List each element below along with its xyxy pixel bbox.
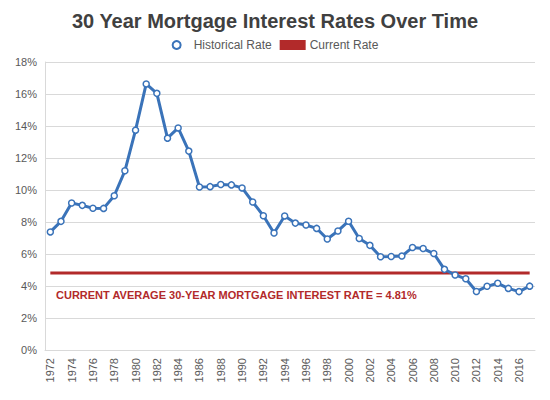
svg-text:2004: 2004 [385,358,397,382]
svg-text:1994: 1994 [279,358,291,382]
svg-text:Current Rate: Current Rate [310,38,379,52]
svg-text:2014: 2014 [492,358,504,382]
svg-text:10%: 10% [15,184,37,196]
svg-text:12%: 12% [15,152,37,164]
svg-text:1988: 1988 [215,358,227,382]
svg-text:Historical Rate: Historical Rate [194,38,272,52]
svg-text:2008: 2008 [428,358,440,382]
svg-text:18%: 18% [15,56,37,68]
svg-text:1982: 1982 [151,358,163,382]
svg-text:1990: 1990 [236,358,248,382]
svg-text:4%: 4% [21,280,37,292]
svg-text:0%: 0% [21,344,37,356]
svg-text:2016: 2016 [513,358,525,382]
svg-text:1998: 1998 [321,358,333,382]
svg-text:6%: 6% [21,248,37,260]
svg-text:1978: 1978 [108,358,120,382]
svg-text:30 Year Mortgage Interest Rate: 30 Year Mortgage Interest Rates Over Tim… [72,10,478,32]
svg-text:1992: 1992 [257,358,269,382]
svg-text:1984: 1984 [172,358,184,382]
svg-text:14%: 14% [15,120,37,132]
svg-text:1996: 1996 [300,358,312,382]
svg-text:2000: 2000 [343,358,355,382]
svg-text:1986: 1986 [193,358,205,382]
svg-text:CURRENT AVERAGE 30-YEAR MORTGA: CURRENT AVERAGE 30-YEAR MORTGAGE INTERES… [56,289,417,301]
svg-text:2012: 2012 [470,358,482,382]
svg-text:2010: 2010 [449,358,461,382]
svg-text:8%: 8% [21,216,37,228]
svg-text:1974: 1974 [66,358,78,382]
svg-text:16%: 16% [15,88,37,100]
svg-text:1980: 1980 [130,358,142,382]
svg-text:2006: 2006 [407,358,419,382]
svg-text:1976: 1976 [87,358,99,382]
svg-text:1972: 1972 [44,358,56,382]
svg-text:2002: 2002 [364,358,376,382]
svg-text:2%: 2% [21,312,37,324]
